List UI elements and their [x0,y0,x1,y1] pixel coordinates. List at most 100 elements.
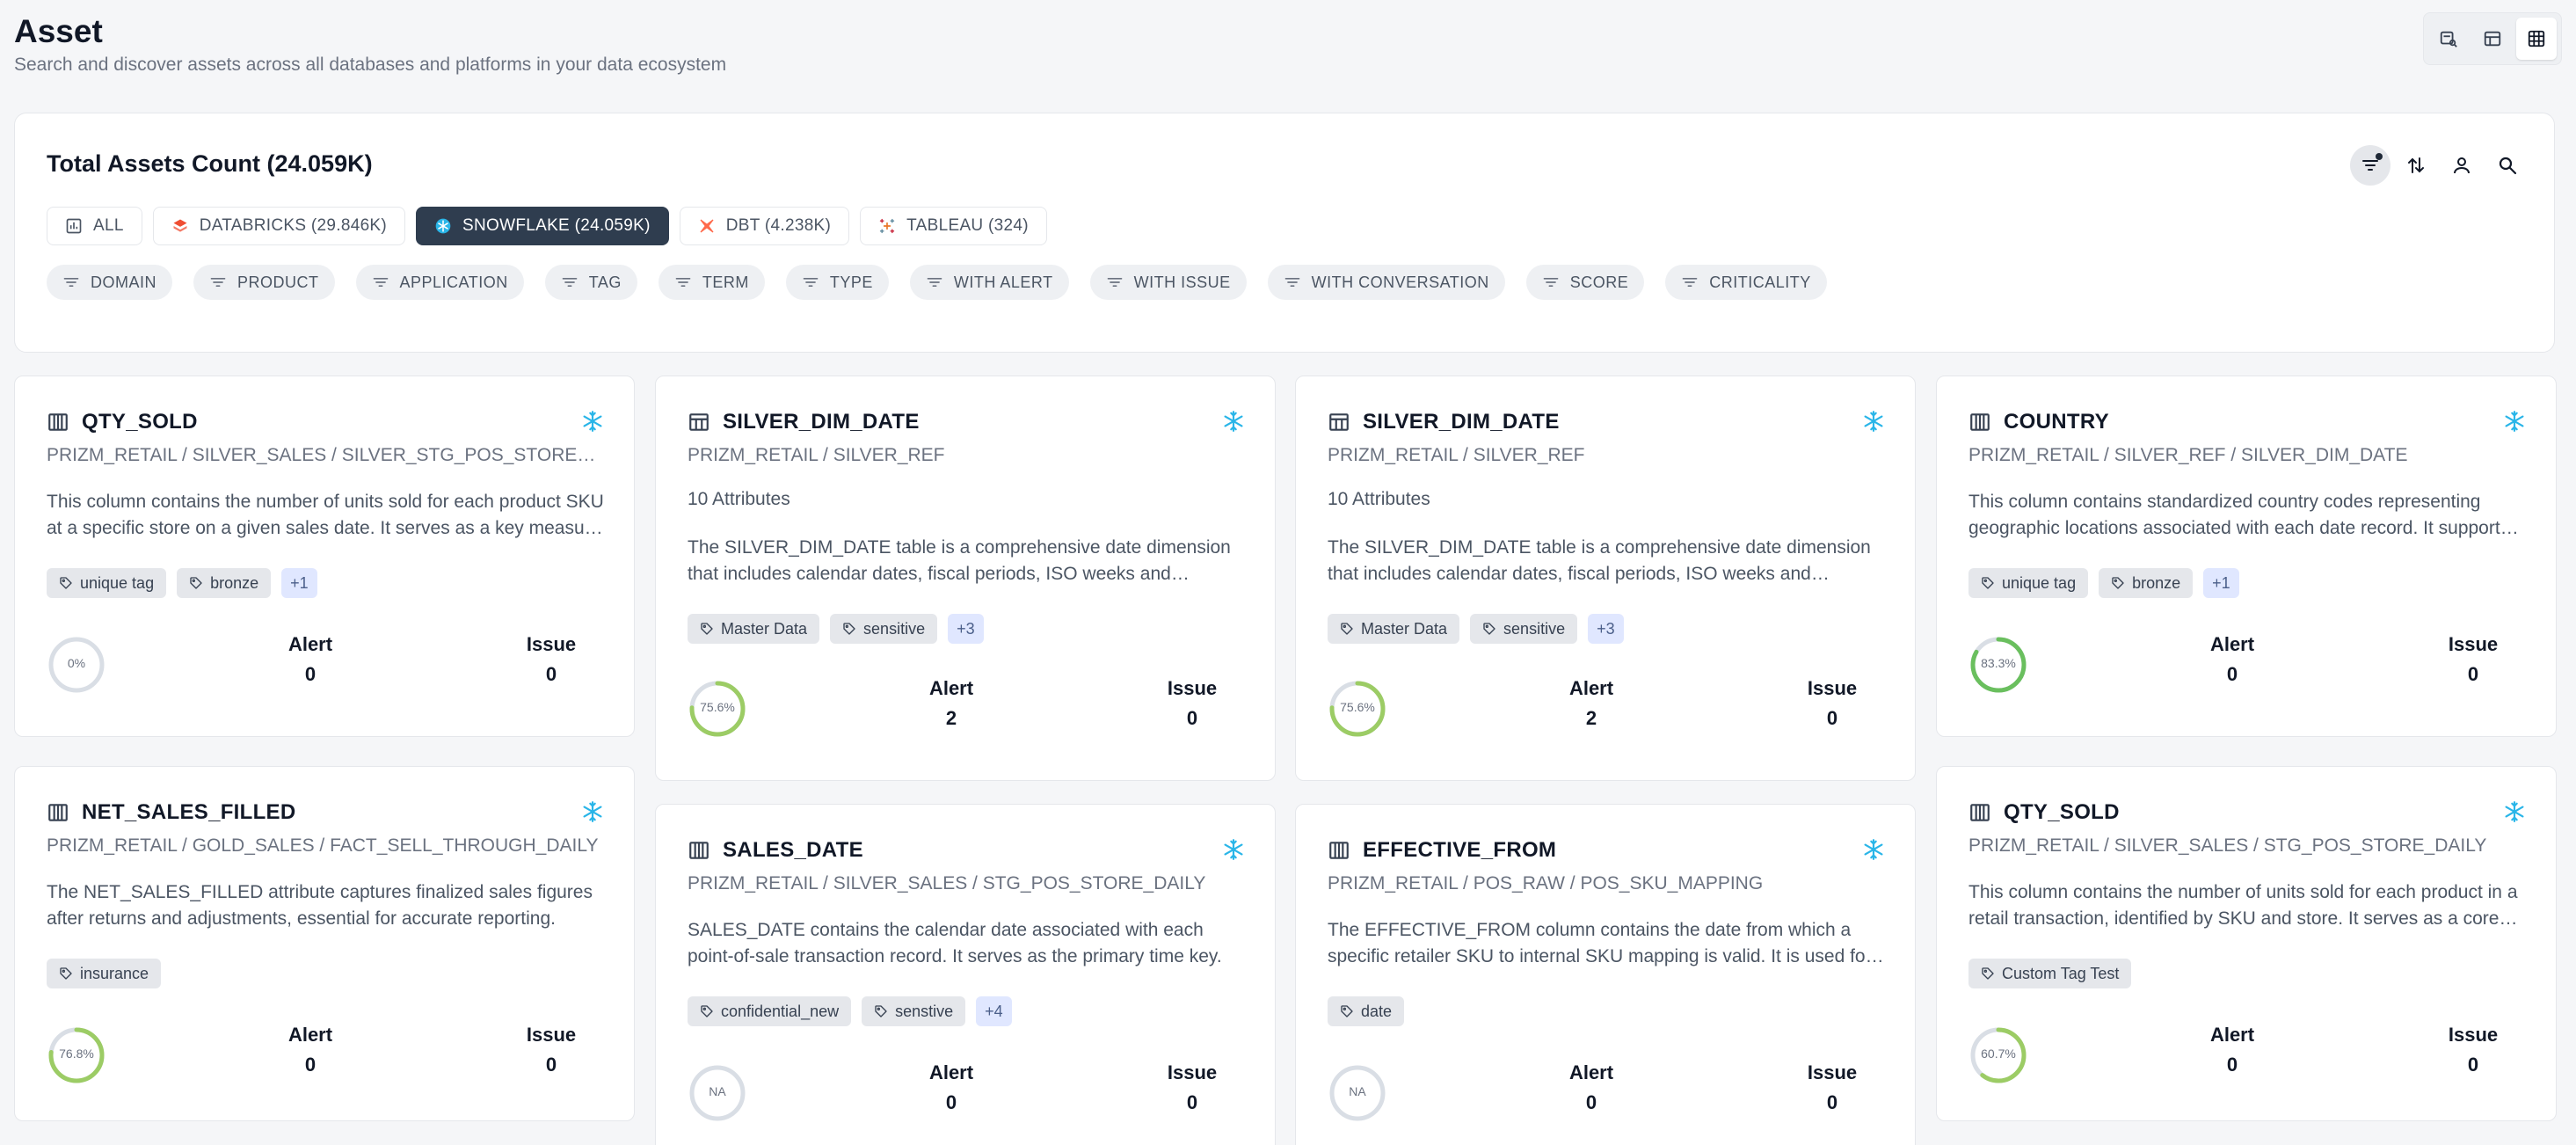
tag-chip[interactable]: sensitive [830,614,938,644]
tag-chip[interactable]: insurance [47,959,162,988]
alert-metric: Alert 0 [258,633,363,686]
issue-metric: Issue 0 [2420,1024,2526,1076]
tag-label: sensitive [863,619,926,638]
asset-path: PRIZM_RETAIL / SILVER_SALES / STG_POS_ST… [688,873,1206,893]
tag-label: Master Data [721,619,808,638]
asset-card[interactable]: NET_SALES_FILLED PRIZM_RETAIL / GOLD_SALE… [14,766,635,1121]
asset-name[interactable]: NET_SALES_FILLED [82,800,296,824]
asset-card[interactable]: EFFECTIVE_FROM PRIZM_RETAIL / POS_RAW / P… [1295,804,1916,1145]
platform-badge [1222,410,1245,437]
alert-count: 0 [1585,1091,1597,1113]
asset-card[interactable]: SALES_DATE PRIZM_RETAIL / SILVER_SALES / … [655,804,1276,1145]
filter-icon [1107,278,1122,287]
issue-count: 0 [1826,1091,1838,1113]
card-metrics: 0% Alert 0 Issue 0 [47,633,604,696]
column-icon [1970,804,1990,821]
filter-tag[interactable]: TAG [544,265,637,300]
tag-icon [2112,577,2124,589]
tab-databricks[interactable]: DATABRICKS (29.846K) [152,207,406,245]
tag-chip[interactable]: bronze [177,568,272,598]
sort-button[interactable] [2396,145,2436,186]
filter-score[interactable]: SCORE [1525,265,1645,300]
more-tags-badge[interactable]: +1 [281,568,317,598]
filter-type[interactable]: TYPE [785,265,889,300]
issue-label: Issue [526,633,577,655]
filter-label: TAG [588,273,622,291]
filter-with-conversation[interactable]: WITH CONVERSATION [1267,265,1505,300]
snowflake-icon [435,218,451,234]
tag-chip[interactable]: Master Data [688,614,820,644]
grid-view-button[interactable] [2516,18,2557,60]
tag-chip[interactable]: date [1328,996,1405,1026]
issue-label: Issue [2448,633,2499,655]
filter-product[interactable]: PRODUCT [193,265,335,300]
issue-label: Issue [526,1024,577,1046]
tag-chip[interactable]: bronze [2099,568,2194,598]
filter-button[interactable] [2350,145,2390,186]
owner-button[interactable] [2441,145,2482,186]
more-tags-badge[interactable]: +1 [2203,568,2239,598]
summary-panel: Total Assets Count (24.059K) ALL DATABRI… [14,113,2555,353]
tab-all[interactable]: ALL [47,207,142,245]
tag-chip[interactable]: sensitive [1470,614,1578,644]
asset-description: The NET_SALES_FILLED attribute captures … [47,882,593,929]
asset-card[interactable]: COUNTRY PRIZM_RETAIL / SILVER_REF / SILVE… [1936,376,2557,737]
tag-list: Master Data sensitive +3 [1328,614,1624,644]
filter-criticality[interactable]: CRITICALITY [1665,265,1827,300]
filter-term[interactable]: TERM [658,265,765,300]
asset-name[interactable]: SILVER_DIM_DATE [1363,410,1560,434]
search-button[interactable] [2487,145,2528,186]
tag-chip[interactable]: senstive [862,996,966,1026]
table-icon [689,413,709,431]
asset-name[interactable]: QTY_SOLD [82,410,198,434]
tab-tableau[interactable]: TABLEAU (324) [860,207,1047,245]
tab-dbt[interactable]: DBT (4.238K) [679,207,850,245]
tag-icon [1341,1005,1353,1017]
tag-chip[interactable]: Master Data [1328,614,1460,644]
column-icon [689,842,709,859]
alert-metric: Alert 0 [2179,1024,2285,1076]
asset-name[interactable]: SALES_DATE [723,838,863,862]
tag-label: Master Data [1361,619,1448,638]
tag-chip[interactable]: confidential_new [688,996,852,1026]
issue-count: 0 [1186,1091,1198,1113]
asset-name[interactable]: SILVER_DIM_DATE [723,410,920,434]
snowflake-icon [583,801,602,822]
asset-name[interactable]: QTY_SOLD [2004,800,2120,824]
filter-application[interactable]: APPLICATION [355,265,524,300]
snowflake-icon [2505,801,2524,822]
asset-card[interactable]: QTY_SOLD PRIZM_RETAIL / SILVER_SALES / ST… [1936,766,2557,1121]
tag-chip[interactable]: unique tag [47,568,167,598]
more-tags-badge[interactable]: +4 [976,996,1012,1026]
issue-metric: Issue 0 [498,1024,604,1076]
tab-snowflake[interactable]: SNOWFLAKE (24.059K) [416,207,669,245]
score-ring [48,637,105,693]
issue-count: 0 [1186,707,1198,729]
tag-icon [60,577,72,589]
tag-chip[interactable]: Custom Tag Test [1968,959,2132,988]
tag-icon [60,967,72,980]
list-view-button[interactable] [2428,18,2469,60]
more-tags-badge[interactable]: +3 [1588,614,1624,644]
issue-label: Issue [1807,677,1858,699]
filter-icon [373,278,388,287]
table-view-button[interactable] [2472,18,2513,60]
table-icon [2484,31,2501,47]
asset-description: The EFFECTIVE_FROM column contains the d… [1328,920,1872,966]
asset-name[interactable]: EFFECTIVE_FROM [1363,838,1557,862]
alert-metric: Alert 0 [1539,1061,1644,1114]
more-tags-badge[interactable]: +3 [948,614,984,644]
filter-with-alert[interactable]: WITH ALERT [909,265,1069,300]
asset-card[interactable]: SILVER_DIM_DATE PRIZM_RETAIL / SILVER_REF… [1295,376,1916,781]
tag-label: bronze [210,573,259,592]
platform-badge [581,410,604,437]
score-ring [689,681,746,737]
tag-chip[interactable]: unique tag [1968,568,2089,598]
user-icon [2454,157,2470,174]
asset-name[interactable]: COUNTRY [2004,410,2109,434]
asset-card[interactable]: SILVER_DIM_DATE PRIZM_RETAIL / SILVER_REF… [655,376,1276,781]
filter-domain[interactable]: DOMAIN [47,265,172,300]
asset-card[interactable]: QTY_SOLD PRIZM_RETAIL / SILVER_SALES / SI… [14,376,635,737]
filter-with-issue[interactable]: WITH ISSUE [1089,265,1247,300]
dbt-icon [700,219,714,233]
